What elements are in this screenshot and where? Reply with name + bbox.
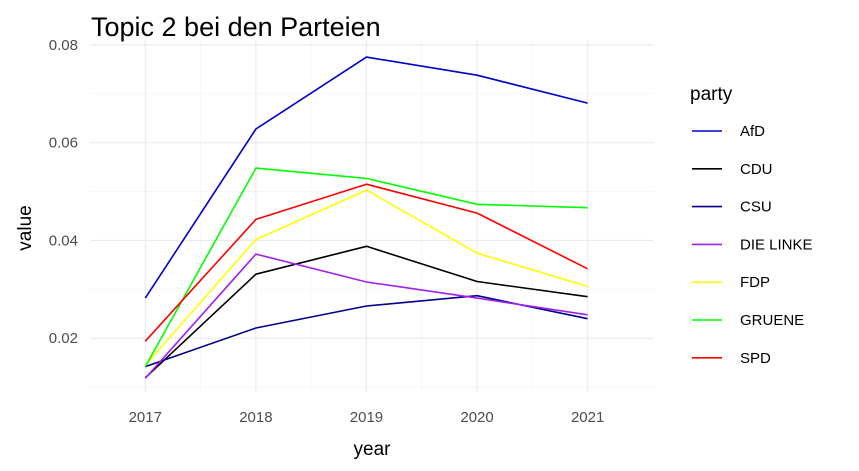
- series-line-die-linke: [144, 253, 588, 379]
- grid: [90, 40, 654, 392]
- legend-item: FDP: [692, 274, 770, 291]
- y-tick-label: 0.06: [49, 135, 78, 152]
- legend-label: CDU: [740, 161, 773, 178]
- x-tick-label: 2019: [350, 409, 383, 426]
- legend-label: AfD: [740, 123, 765, 140]
- legend-item: AfD: [692, 123, 765, 140]
- series-line-fdp: [144, 189, 588, 366]
- legend-label: GRUENE: [740, 312, 804, 329]
- series-line-cdu: [144, 245, 588, 379]
- legend-item: GRUENE: [692, 312, 804, 329]
- y-tick-label: 0.08: [49, 37, 78, 54]
- chart-title: Topic 2 bei den Parteien: [91, 12, 381, 42]
- legend-items: AfD CDU CSU DIE LINKE FDP GRUENE SPD: [692, 123, 813, 367]
- legend: party AfD CDU CSU DIE LINKE FDP GRUENE SPD: [690, 84, 813, 367]
- y-tick-label: 0.02: [49, 330, 78, 347]
- y-axis-title: value: [15, 205, 36, 250]
- legend-item: CDU: [692, 161, 773, 178]
- legend-title: party: [690, 84, 733, 105]
- legend-item: CSU: [692, 199, 772, 216]
- x-tick-label: 2017: [129, 409, 162, 426]
- series-line-afd: [144, 56, 588, 299]
- x-axis-title: year: [354, 439, 392, 460]
- legend-label: FDP: [740, 274, 770, 291]
- x-axis-ticks: 2017 2018 2019 2020 2021: [129, 409, 605, 426]
- legend-label: DIE LINKE: [740, 236, 813, 253]
- series-lines: [144, 56, 588, 379]
- legend-item: DIE LINKE: [692, 236, 813, 253]
- legend-item: SPD: [692, 350, 771, 367]
- x-tick-label: 2020: [460, 409, 493, 426]
- series-line-spd: [144, 183, 588, 342]
- y-tick-label: 0.04: [49, 232, 78, 249]
- y-axis-ticks: 0.02 0.04 0.06 0.08: [49, 37, 78, 347]
- legend-label: SPD: [740, 350, 771, 367]
- x-tick-label: 2021: [571, 409, 604, 426]
- x-tick-label: 2018: [239, 409, 272, 426]
- legend-label: CSU: [740, 199, 772, 216]
- series-line-gruene: [144, 167, 588, 367]
